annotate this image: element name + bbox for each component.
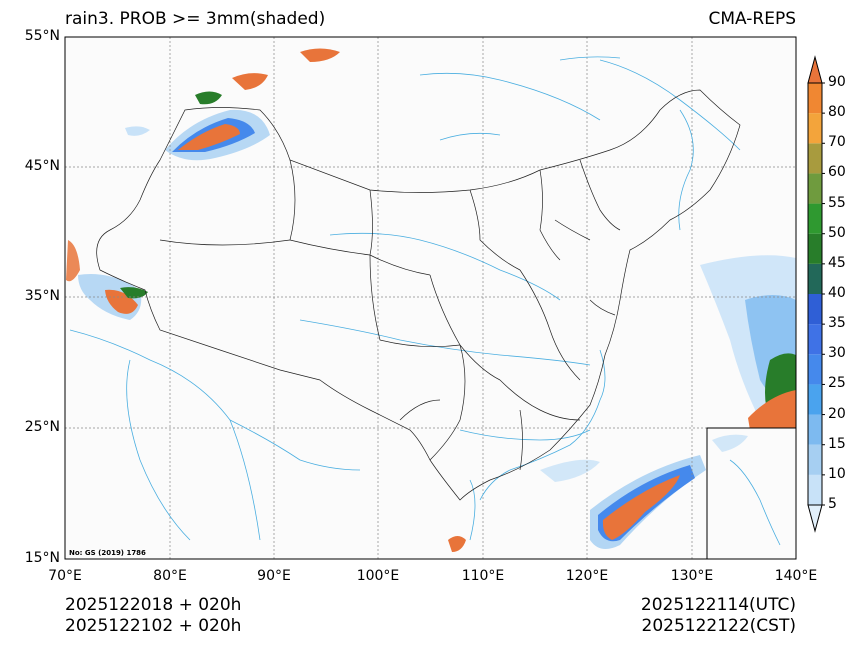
colorbar-label: 80 [828, 104, 846, 121]
colorbar-segment [808, 354, 822, 385]
colorbar-segment [808, 324, 822, 355]
colorbar-label: 40 [828, 285, 846, 301]
colorbar-extend-min [807, 504, 823, 533]
lon-tick-label: 120°E [565, 568, 609, 584]
colorbar-label: 45 [828, 254, 846, 271]
colorbar-label: 25 [828, 375, 846, 392]
colorbar-segment [808, 173, 822, 204]
map-panel [64, 36, 797, 560]
colorbar [807, 55, 825, 533]
colorbar-label: 10 [828, 465, 846, 482]
lon-tick-label: 110°E [461, 568, 505, 584]
colorbar-label: 35 [828, 315, 846, 332]
colorbar-segment [808, 444, 822, 475]
colorbar-label: 55 [828, 194, 846, 211]
lon-tick-label: 70°E [48, 568, 82, 584]
colorbar-label: 60 [828, 164, 846, 181]
precip-shading [66, 48, 796, 552]
init-time-utc: 2025122018 + 020h [65, 595, 242, 615]
valid-time-utc: 2025122114(UTC) [640, 595, 796, 615]
colorbar-segment [808, 113, 822, 144]
colorbar-segment [808, 384, 822, 415]
colorbar-label: 30 [828, 345, 846, 362]
colorbar-segment [808, 474, 822, 505]
colorbar-segment [808, 294, 822, 325]
colorbar-label: 15 [828, 435, 846, 452]
lat-tick-label: 55°N [24, 28, 60, 44]
colorbar-segment [808, 233, 822, 264]
lon-tick-label: 140°E [774, 568, 818, 584]
lon-tick-label: 90°E [257, 568, 291, 584]
map-frame [64, 36, 797, 560]
graticule [65, 37, 796, 559]
valid-time-cst: 2025122122(CST) [641, 616, 796, 636]
lat-tick-label: 35°N [24, 288, 60, 304]
colorbar-segment [808, 203, 822, 234]
colorbar-label: 70 [828, 134, 846, 151]
colorbar-label: 50 [828, 224, 846, 241]
colorbar-extend-max [807, 55, 823, 84]
colorbar-segment [808, 83, 822, 114]
lat-tick-label: 15°N [24, 550, 60, 566]
lon-tick-label: 100°E [356, 568, 400, 584]
map-approval-number: No: GS (2019) 1786 [69, 549, 146, 557]
colorbar-segment [808, 263, 822, 294]
colorbar-label: 20 [828, 405, 846, 422]
model-source: CMA-REPS [708, 9, 796, 29]
colorbar-segment [808, 143, 822, 174]
colorbar-label: 90 [828, 74, 846, 90]
administrative-borders [96, 89, 741, 501]
lon-tick-label: 130°E [670, 568, 714, 584]
map-title: rain3. PROB >= 3mm(shaded) [65, 9, 326, 29]
lat-tick-label: 25°N [24, 419, 60, 435]
colorbar-segment [808, 414, 822, 445]
colorbar-label: 5 [828, 496, 837, 512]
init-time-cst: 2025122102 + 020h [65, 616, 242, 636]
lat-tick-label: 45°N [24, 158, 60, 174]
lon-tick-label: 80°E [153, 568, 187, 584]
